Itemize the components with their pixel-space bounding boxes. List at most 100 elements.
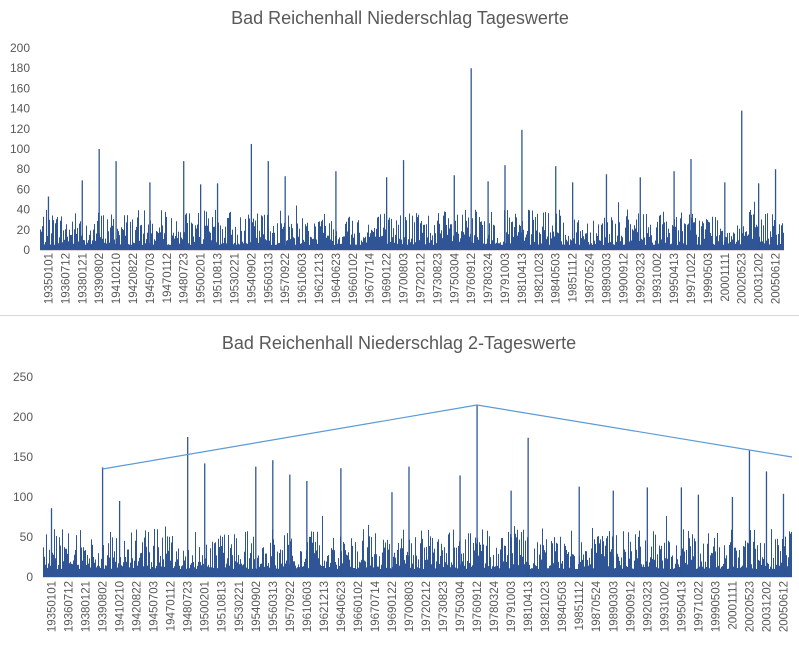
x-tick-label: 20001111 bbox=[727, 581, 739, 630]
x-tick-label: 20031202 bbox=[761, 581, 773, 632]
x-tick-label: 19500201 bbox=[196, 253, 208, 304]
x-tick-label: 19540902 bbox=[246, 253, 258, 304]
x-tick-label: 19570922 bbox=[285, 581, 297, 632]
x-tick-label: 19640623 bbox=[336, 581, 348, 632]
x-tick-label: 19560313 bbox=[263, 253, 275, 304]
y-tick-label: 60 bbox=[17, 182, 31, 196]
x-tick-label: 19720212 bbox=[415, 253, 427, 304]
x-tick-label: 19950413 bbox=[676, 581, 688, 632]
x-tick-label: 19971022 bbox=[693, 581, 705, 632]
x-tick-label: 19530221 bbox=[229, 253, 241, 304]
x-tick-label: 19750304 bbox=[449, 252, 461, 304]
chart-divider bbox=[0, 315, 799, 316]
chart2-x-axis: 19350101 19360712 19380121 19390802 19410210… bbox=[47, 580, 791, 632]
x-tick-label: 19670714 bbox=[365, 252, 377, 304]
x-tick-label: 19890303 bbox=[601, 253, 613, 304]
x-tick-label: 19900912 bbox=[625, 581, 637, 632]
x-tick-label: 19660102 bbox=[353, 581, 365, 632]
x-tick-label: 19480723 bbox=[183, 581, 195, 632]
x-tick-label: 19390802 bbox=[98, 581, 110, 632]
x-tick-label: 19470112 bbox=[166, 581, 178, 631]
x-tick-label: 19920323 bbox=[635, 253, 647, 304]
x-tick-label: 19730823 bbox=[438, 581, 450, 632]
x-tick-label: 19690122 bbox=[387, 581, 399, 632]
x-tick-label: 19350101 bbox=[43, 253, 55, 304]
bar-series-background bbox=[40, 201, 784, 250]
x-tick-label: 19851112 bbox=[568, 253, 580, 302]
x-tick-label: 19560313 bbox=[268, 581, 280, 632]
x-tick-label: 19821023 bbox=[540, 581, 552, 632]
x-tick-label: 20020523 bbox=[737, 253, 749, 304]
x-tick-label: 19690122 bbox=[382, 253, 394, 304]
x-tick-label: 19540902 bbox=[251, 581, 263, 632]
x-tick-label: 19920323 bbox=[642, 581, 654, 632]
x-tick-label: 19791003 bbox=[500, 253, 512, 304]
x-tick-label: 19700803 bbox=[399, 253, 411, 304]
x-tick-label: 20001111 bbox=[720, 253, 732, 302]
two-day-precipitation-chart: Bad Reichenhall Niederschlag 2-Tageswert… bbox=[13, 333, 793, 632]
x-tick-label: 20050612 bbox=[778, 581, 790, 632]
trend-polyline bbox=[102, 404, 793, 470]
x-tick-label: 19640623 bbox=[331, 253, 343, 304]
x-tick-label: 19720212 bbox=[421, 581, 433, 632]
x-tick-label: 19900912 bbox=[618, 253, 630, 304]
daily-precipitation-chart: Bad Reichenhall Niederschlag Tageswerte … bbox=[10, 8, 784, 304]
y-tick-label: 40 bbox=[17, 203, 31, 217]
y-tick-label: 200 bbox=[10, 41, 30, 55]
x-tick-label: 19670714 bbox=[370, 580, 382, 632]
x-tick-label: 19360712 bbox=[64, 581, 76, 632]
x-tick-label: 19450703 bbox=[149, 581, 161, 632]
x-tick-label: 19700803 bbox=[404, 581, 416, 632]
chart2-bars bbox=[43, 405, 792, 578]
x-tick-label: 20031202 bbox=[754, 253, 766, 304]
chart1-title: Bad Reichenhall Niederschlag Tageswerte bbox=[231, 8, 569, 28]
x-tick-label: 19780324 bbox=[489, 580, 501, 632]
x-tick-label: 19410210 bbox=[111, 253, 123, 304]
x-tick-label: 20020523 bbox=[744, 581, 756, 632]
x-tick-label: 19450703 bbox=[145, 253, 157, 304]
x-tick-label: 19570922 bbox=[280, 253, 292, 304]
x-tick-label: 19350101 bbox=[47, 581, 59, 632]
x-tick-label: 19510813 bbox=[217, 581, 229, 632]
chart1-bars bbox=[40, 68, 784, 251]
x-tick-label: 19780324 bbox=[483, 252, 495, 304]
x-tick-label: 19810413 bbox=[517, 253, 529, 304]
x-tick-label: 19730823 bbox=[432, 253, 444, 304]
y-tick-label: 20 bbox=[17, 223, 31, 237]
x-tick-label: 19791003 bbox=[506, 581, 518, 632]
y-tick-label: 180 bbox=[10, 61, 30, 75]
chart2-trend-line bbox=[102, 404, 793, 470]
x-tick-label: 19760912 bbox=[472, 581, 484, 632]
x-tick-label: 19821023 bbox=[534, 253, 546, 304]
x-tick-label: 19390802 bbox=[94, 253, 106, 304]
y-tick-label: 140 bbox=[10, 102, 30, 116]
y-tick-label: 250 bbox=[13, 370, 33, 384]
x-tick-label: 19380121 bbox=[81, 581, 93, 632]
x-tick-label: 19990503 bbox=[703, 253, 715, 304]
y-tick-label: 160 bbox=[10, 81, 30, 95]
y-tick-label: 80 bbox=[17, 162, 31, 176]
x-tick-label: 19360712 bbox=[60, 253, 72, 304]
y-tick-label: 50 bbox=[20, 530, 34, 544]
x-tick-label: 19760912 bbox=[466, 253, 478, 304]
y-tick-label: 150 bbox=[13, 450, 33, 464]
x-tick-label: 19931002 bbox=[659, 581, 671, 632]
x-tick-label: 19510813 bbox=[213, 253, 225, 304]
y-tick-label: 200 bbox=[13, 410, 33, 424]
x-tick-label: 19500201 bbox=[200, 581, 212, 632]
x-tick-label: 19470112 bbox=[162, 253, 174, 303]
chart2-title: Bad Reichenhall Niederschlag 2-Tageswert… bbox=[222, 333, 576, 353]
chart1-x-axis: 19350101 19360712 19380121 19390802 19410210… bbox=[43, 252, 782, 304]
x-tick-label: 19610603 bbox=[302, 581, 314, 632]
x-tick-label: 19950413 bbox=[669, 253, 681, 304]
x-tick-label: 19890303 bbox=[608, 581, 620, 632]
x-tick-label: 19851112 bbox=[574, 581, 586, 630]
x-tick-label: 19610603 bbox=[297, 253, 309, 304]
x-tick-label: 19840503 bbox=[557, 581, 569, 632]
x-tick-label: 19990503 bbox=[710, 581, 722, 632]
x-tick-label: 19621213 bbox=[319, 581, 331, 632]
chart2-y-axis: 0 50 100 150 200 250 bbox=[13, 370, 33, 584]
x-tick-label: 19420822 bbox=[132, 581, 144, 632]
x-tick-label: 19971022 bbox=[686, 253, 698, 304]
bar-series-background bbox=[43, 515, 792, 577]
